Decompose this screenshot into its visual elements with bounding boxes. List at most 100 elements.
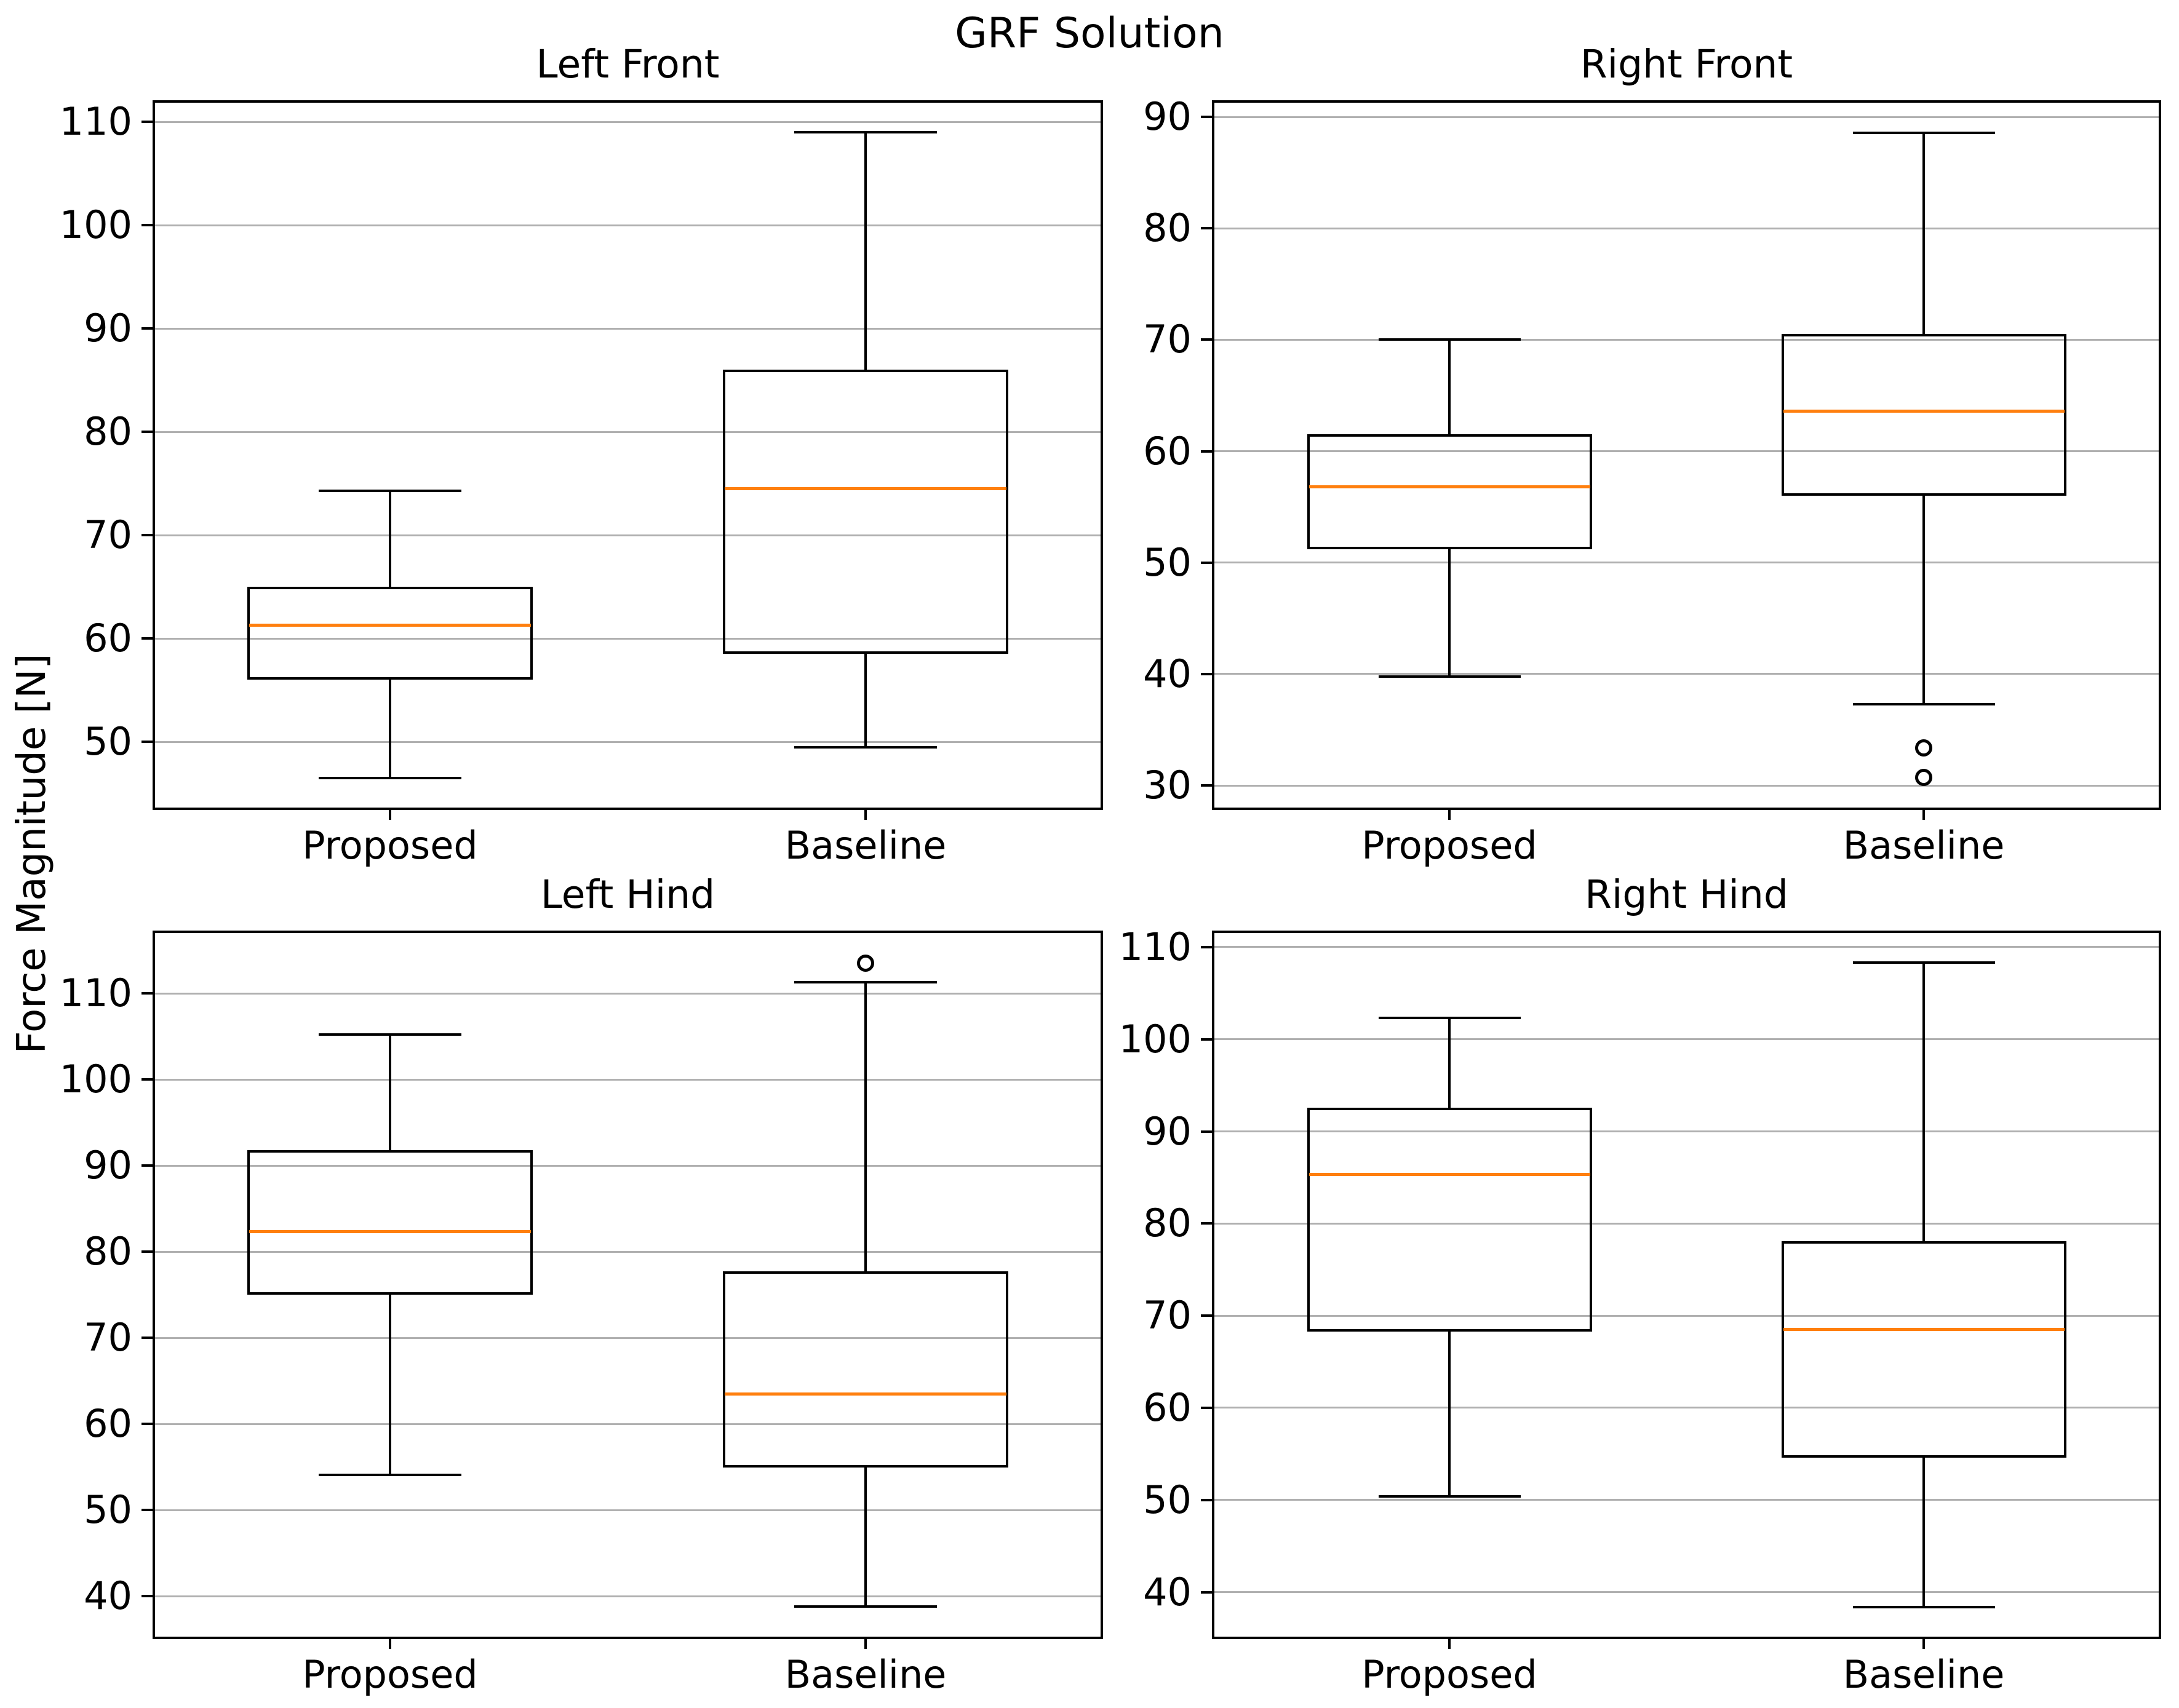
x-category-label: Proposed bbox=[302, 1652, 478, 1697]
y-tick bbox=[1201, 1498, 1212, 1501]
spine-right bbox=[1101, 100, 1103, 810]
x-tick bbox=[864, 810, 867, 820]
y-tick bbox=[141, 1078, 153, 1081]
y-tick bbox=[141, 327, 153, 330]
x-tick bbox=[1922, 810, 1925, 820]
y-tick bbox=[1201, 1406, 1212, 1409]
spine-top bbox=[1212, 931, 2161, 933]
whisker-upper bbox=[1448, 340, 1451, 435]
whisker-cap-upper bbox=[794, 131, 937, 134]
x-category-label: Baseline bbox=[1842, 1652, 2005, 1697]
y-tick bbox=[1201, 561, 1212, 564]
gridline bbox=[153, 534, 1103, 536]
y-tick bbox=[1201, 784, 1212, 787]
outlier-point bbox=[857, 955, 874, 972]
whisker-upper bbox=[864, 982, 867, 1272]
y-tick-label: 70 bbox=[84, 512, 132, 558]
box-iqr bbox=[247, 587, 533, 680]
whisker-cap-upper bbox=[319, 1033, 461, 1036]
spine-left bbox=[153, 931, 155, 1639]
y-tick-label: 50 bbox=[84, 1487, 132, 1533]
whisker-cap-lower bbox=[794, 745, 937, 749]
figure-title: GRF Solution bbox=[955, 9, 1224, 58]
spine-top bbox=[1212, 100, 2161, 103]
y-tick bbox=[141, 121, 153, 124]
y-tick-label: 40 bbox=[1143, 651, 1192, 696]
y-tick-label: 90 bbox=[84, 306, 132, 351]
gridline bbox=[153, 741, 1103, 743]
spine-top bbox=[153, 931, 1103, 933]
box-iqr bbox=[723, 370, 1008, 654]
x-tick bbox=[389, 1639, 391, 1649]
gridline bbox=[153, 1595, 1103, 1597]
gridline bbox=[1212, 1407, 2161, 1409]
gridline bbox=[1212, 1038, 2161, 1041]
box-iqr bbox=[723, 1271, 1008, 1468]
box-iqr bbox=[1307, 1107, 1592, 1332]
y-tick-label: 90 bbox=[1143, 1108, 1192, 1154]
y-tick-label: 40 bbox=[84, 1573, 132, 1618]
y-tick-label: 60 bbox=[1143, 1384, 1192, 1430]
box-iqr bbox=[247, 1150, 533, 1295]
box-iqr bbox=[1781, 1241, 2066, 1458]
whisker-cap-upper bbox=[319, 489, 461, 492]
y-tick bbox=[1201, 1591, 1212, 1594]
box-iqr bbox=[1781, 334, 2066, 496]
y-tick-label: 50 bbox=[1143, 1477, 1192, 1522]
y-tick-label: 100 bbox=[1118, 1016, 1192, 1062]
gridline bbox=[1212, 1130, 2161, 1133]
spine-bottom bbox=[1212, 1637, 2161, 1639]
subplot-left-front: 50 60 70 80 90 100 110 Left Front Proposed Baseli… bbox=[60, 42, 1103, 868]
x-tick bbox=[864, 1639, 867, 1649]
whisker-upper bbox=[1922, 132, 1925, 335]
x-tick bbox=[389, 810, 391, 820]
y-tick-label: 80 bbox=[1143, 1201, 1192, 1246]
y-tick-label: 70 bbox=[1143, 1293, 1192, 1338]
y-tick bbox=[141, 992, 153, 995]
outlier-point bbox=[1915, 739, 1932, 757]
y-tick-label: 70 bbox=[1143, 317, 1192, 362]
subplot-right-front: 30 40 50 60 70 80 90 Right Front Proposed Baselin… bbox=[1143, 42, 2161, 868]
median-line bbox=[725, 487, 1006, 491]
x-category-label: Baseline bbox=[784, 823, 947, 868]
y-tick bbox=[141, 431, 153, 434]
whisker-upper bbox=[389, 490, 391, 587]
outlier-point bbox=[1915, 769, 1932, 787]
whisker-lower bbox=[389, 680, 391, 778]
y-tick-label: 110 bbox=[59, 971, 132, 1016]
gridline bbox=[153, 992, 1103, 995]
y-tick bbox=[141, 741, 153, 744]
y-tick bbox=[1201, 227, 1212, 230]
median-line bbox=[1783, 1328, 2065, 1332]
y-tick bbox=[1201, 338, 1212, 341]
gridline bbox=[153, 327, 1103, 330]
y-tick-label: 60 bbox=[84, 1401, 132, 1447]
y-tick-label: 30 bbox=[1143, 763, 1192, 808]
y-tick-label: 50 bbox=[84, 719, 132, 765]
whisker-lower bbox=[1922, 1457, 1925, 1607]
y-tick bbox=[141, 637, 153, 640]
gridline bbox=[153, 1250, 1103, 1253]
y-tick-label: 80 bbox=[84, 409, 132, 455]
gridline bbox=[153, 1423, 1103, 1425]
gridline bbox=[1212, 1499, 2161, 1501]
gridline bbox=[153, 1337, 1103, 1339]
whisker-lower bbox=[1448, 549, 1451, 677]
y-tick bbox=[141, 1595, 153, 1597]
whisker-lower bbox=[864, 654, 867, 747]
y-tick bbox=[1201, 450, 1212, 453]
y-tick bbox=[1201, 945, 1212, 948]
gridline bbox=[1212, 562, 2161, 564]
y-tick-label: 70 bbox=[84, 1315, 132, 1360]
spine-bottom bbox=[153, 808, 1103, 810]
y-tick-label: 80 bbox=[1143, 205, 1192, 251]
y-tick-label: 60 bbox=[1143, 428, 1192, 474]
y-tick-label: 100 bbox=[59, 1057, 132, 1102]
x-tick bbox=[1448, 810, 1451, 820]
subplot-left-hind: 40 50 60 70 80 90 100 110 Left Hind Proposed Basel… bbox=[60, 872, 1103, 1697]
y-tick bbox=[1201, 1038, 1212, 1041]
x-category-label: Proposed bbox=[1361, 1652, 1537, 1697]
whisker-upper bbox=[1448, 1018, 1451, 1108]
spine-left bbox=[1212, 931, 1214, 1639]
